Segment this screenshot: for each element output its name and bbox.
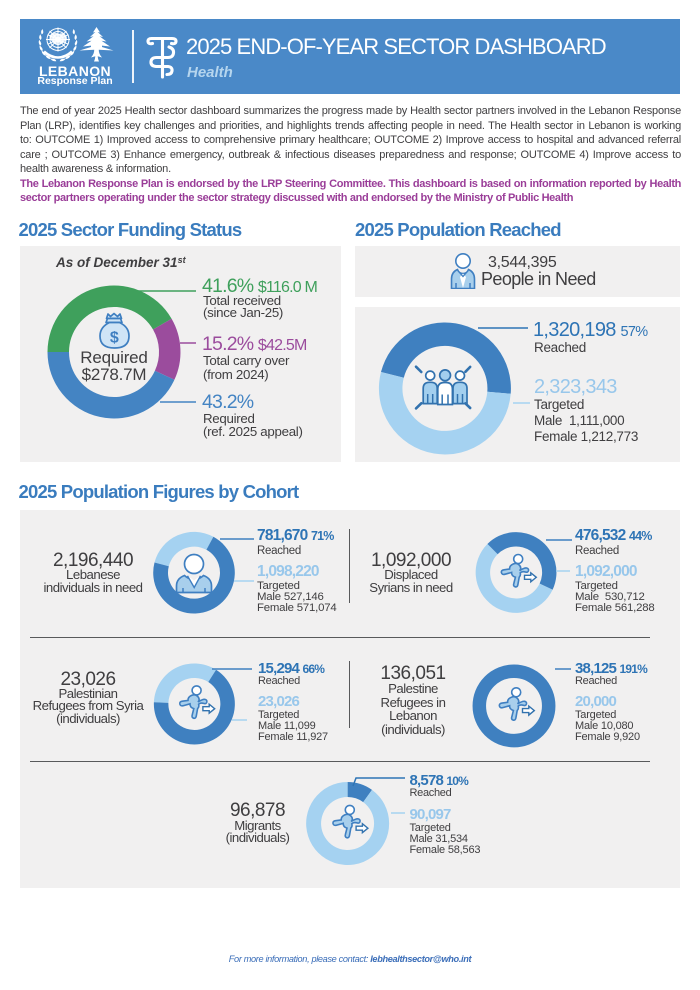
svg-text:$: $ bbox=[110, 330, 119, 347]
